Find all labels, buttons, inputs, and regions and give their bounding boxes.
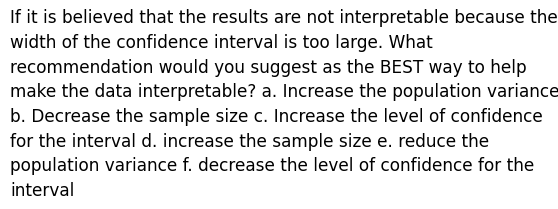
Text: for the interval d. increase the sample size e. reduce the: for the interval d. increase the sample … (10, 133, 489, 151)
Text: If it is believed that the results are not interpretable because the: If it is believed that the results are n… (10, 9, 558, 27)
Text: width of the confidence interval is too large. What: width of the confidence interval is too … (10, 34, 433, 52)
Text: make the data interpretable? a. Increase the population variance: make the data interpretable? a. Increase… (10, 83, 558, 101)
Text: recommendation would you suggest as the BEST way to help: recommendation would you suggest as the … (10, 59, 527, 77)
Text: b. Decrease the sample size c. Increase the level of confidence: b. Decrease the sample size c. Increase … (10, 108, 543, 126)
Text: interval: interval (10, 182, 74, 200)
Text: population variance f. decrease the level of confidence for the: population variance f. decrease the leve… (10, 157, 535, 175)
